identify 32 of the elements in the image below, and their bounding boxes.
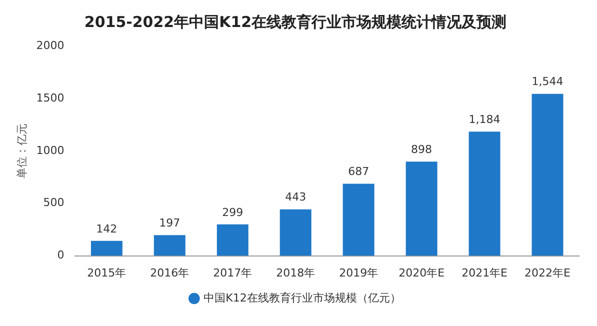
y-tick-label: 0 bbox=[57, 248, 64, 262]
x-tick-label: 2022年E bbox=[524, 266, 571, 280]
bar bbox=[154, 235, 186, 256]
text: 898 bbox=[411, 142, 432, 156]
bar bbox=[280, 209, 312, 256]
text: 197 bbox=[159, 216, 180, 230]
text: 299 bbox=[222, 206, 244, 219]
x-tick-label: 2017年 bbox=[213, 266, 252, 280]
text: 1,544 bbox=[532, 75, 564, 88]
bar bbox=[216, 224, 248, 256]
text: 443 bbox=[285, 190, 306, 204]
bar bbox=[532, 94, 564, 256]
text: 687 bbox=[348, 165, 370, 178]
legend-label: 中国K12在线教育行业市场规模（亿元） bbox=[204, 291, 401, 304]
x-tick-label: 2019年 bbox=[339, 266, 378, 280]
y-tick-label: 1000 bbox=[36, 144, 64, 157]
y-axis-title: 单位：亿元 bbox=[15, 123, 28, 178]
x-tick-label: 2015年 bbox=[87, 266, 126, 280]
bar bbox=[468, 132, 500, 256]
y-tick-label: 2000 bbox=[36, 38, 64, 52]
text: 142 bbox=[96, 222, 118, 236]
x-tick-label: 2016年 bbox=[150, 266, 190, 280]
bar bbox=[342, 184, 374, 256]
y-tick-label: 500 bbox=[43, 196, 64, 210]
y-tick-label: 1500 bbox=[36, 91, 64, 104]
x-tick-label: 2018年 bbox=[276, 266, 316, 280]
x-tick-label: 2021年E bbox=[462, 266, 508, 280]
x-tick-label: 2020年E bbox=[398, 266, 445, 280]
text: 1,184 bbox=[468, 112, 500, 126]
bar bbox=[90, 240, 122, 256]
chart-title: 2015-2022年中国K12在线教育行业市场规模统计情况及预测 bbox=[84, 12, 507, 31]
bar bbox=[406, 162, 438, 256]
